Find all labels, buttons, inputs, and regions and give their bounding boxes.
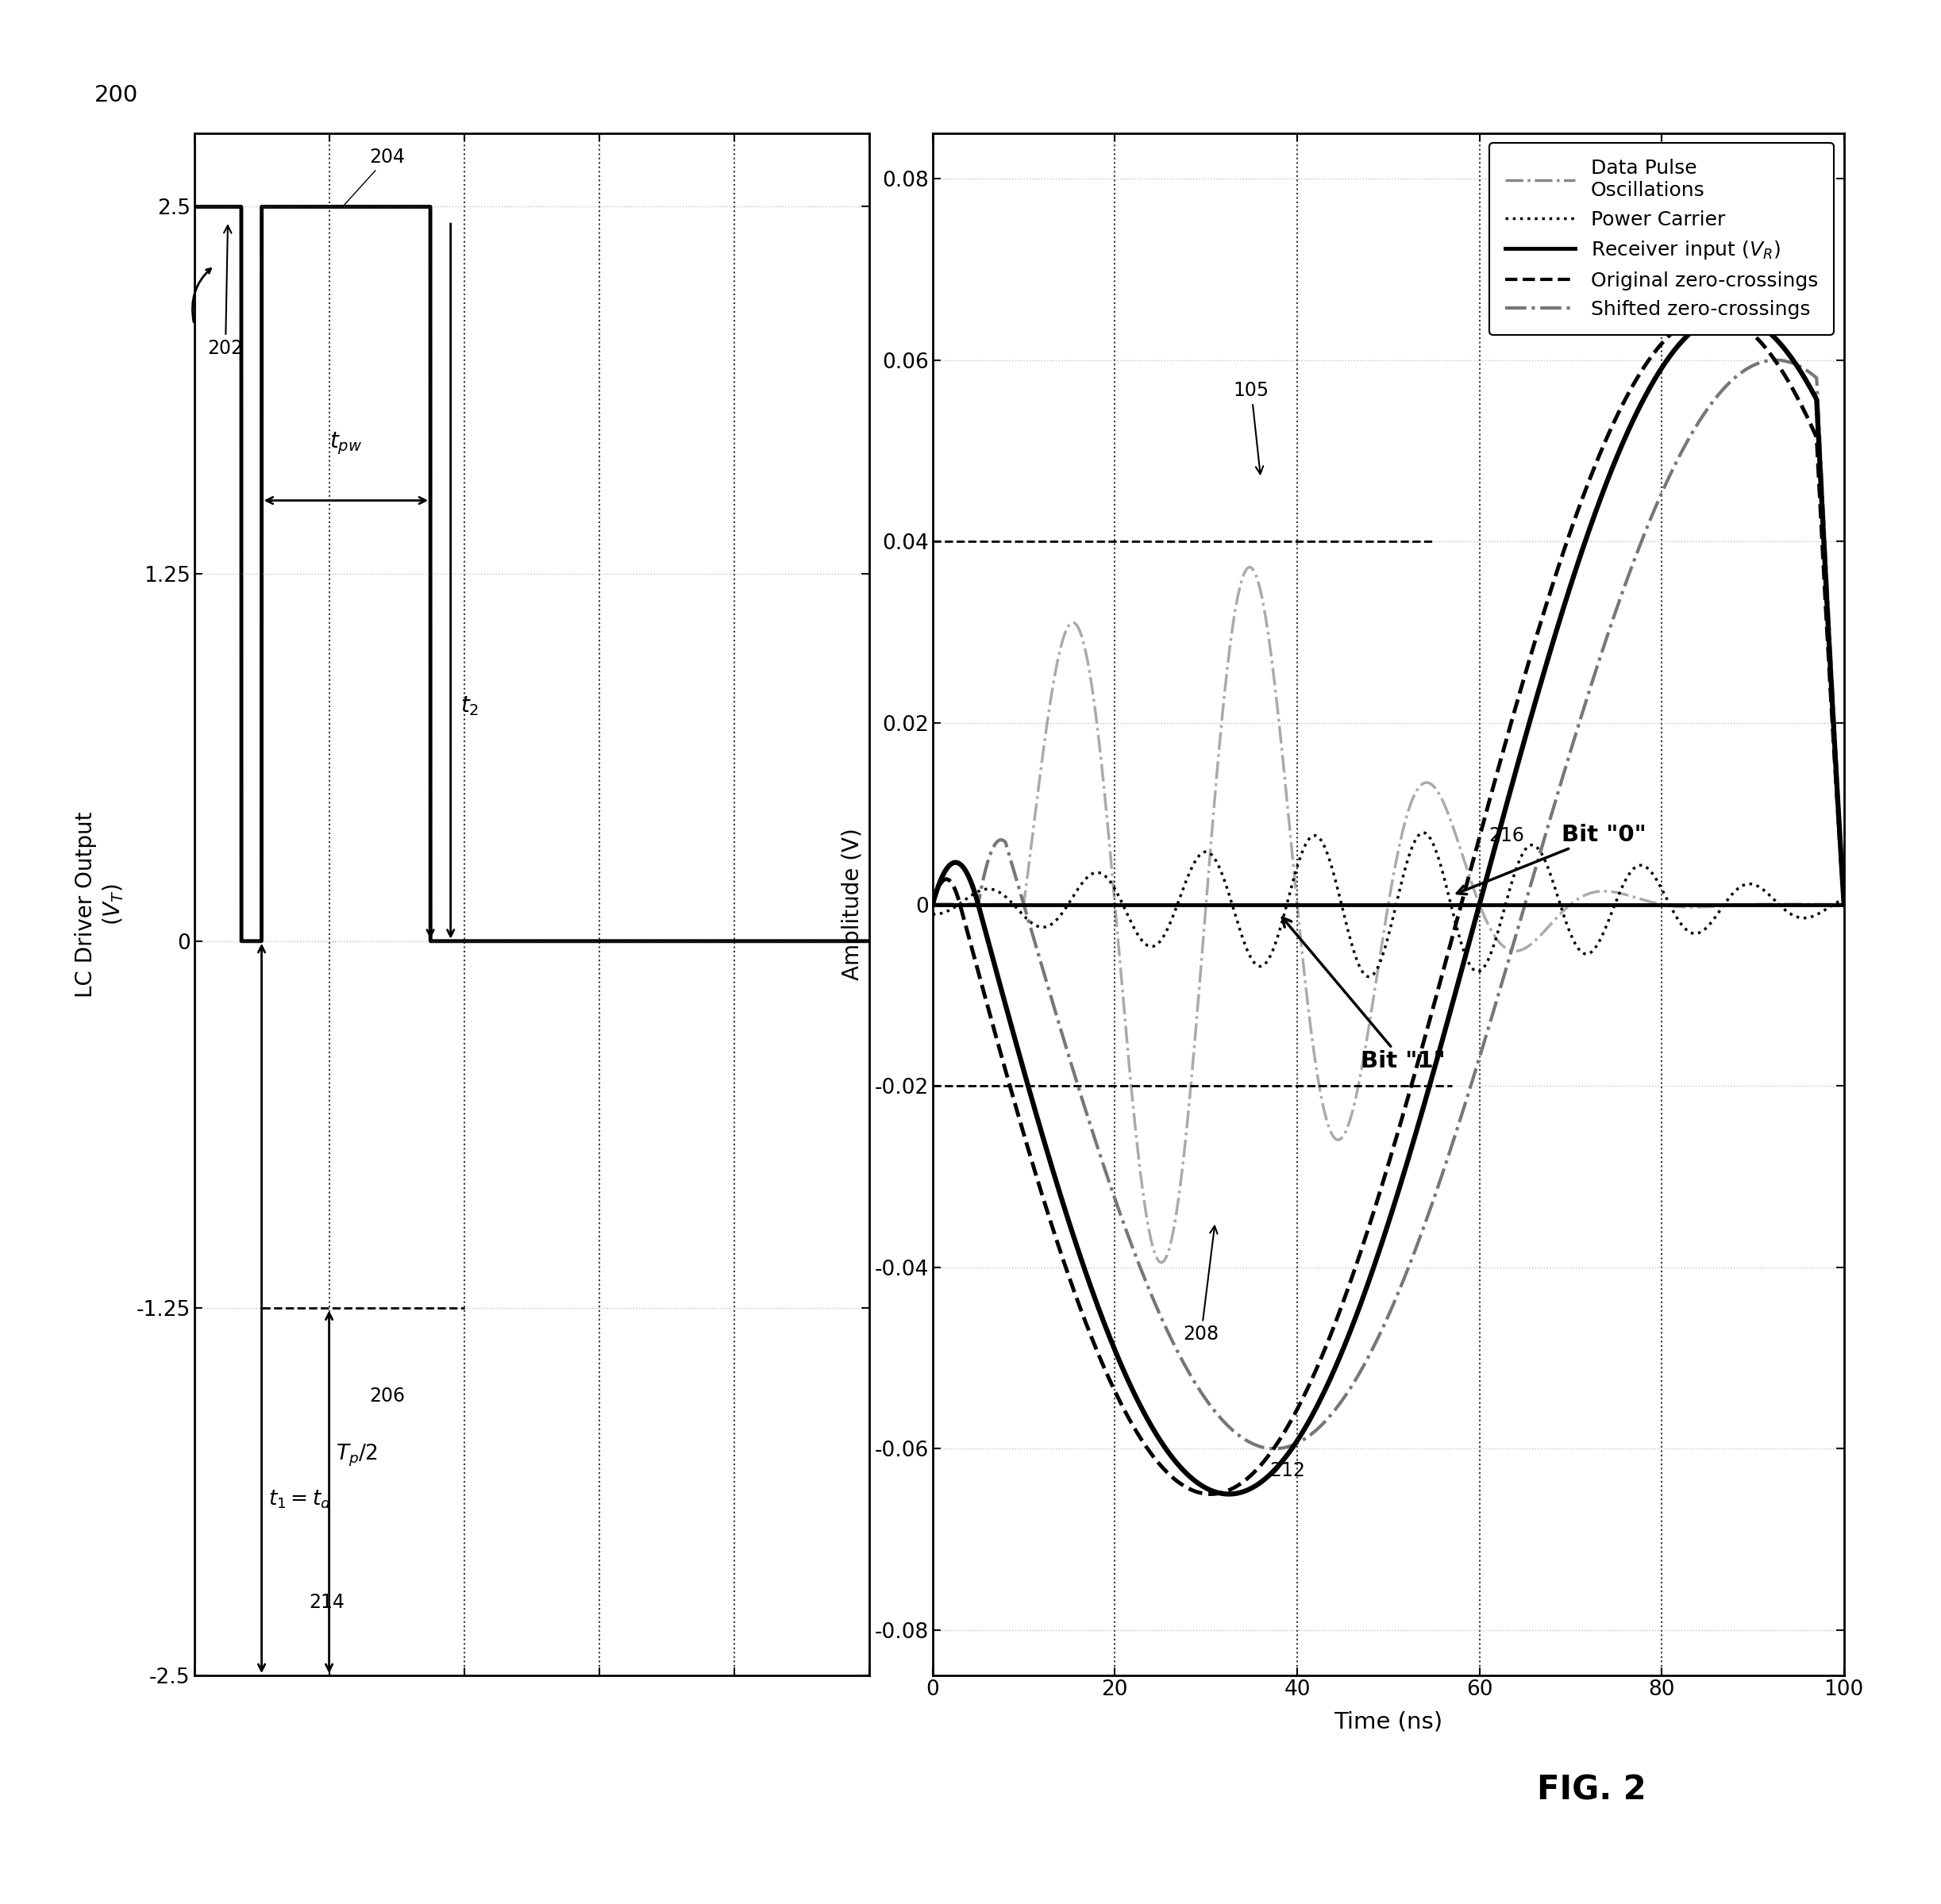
Text: 216: 216 (1489, 826, 1524, 845)
Legend: Data Pulse
Oscillations, Power Carrier, Receiver input ($V_R$), Original zero-cr: Data Pulse Oscillations, Power Carrier, … (1489, 143, 1834, 335)
Y-axis label: LC Driver Output
$(V_T)$: LC Driver Output $(V_T)$ (74, 811, 124, 998)
Y-axis label: Amplitude (V): Amplitude (V) (840, 828, 864, 981)
Text: Bit "0": Bit "0" (1458, 823, 1646, 895)
Text: FIG. 2: FIG. 2 (1537, 1773, 1646, 1807)
Text: $t_{pw}$: $t_{pw}$ (330, 430, 363, 457)
Text: $T_p/2$: $T_p/2$ (336, 1443, 378, 1468)
Text: 212: 212 (1269, 1460, 1306, 1479)
Text: 214: 214 (309, 1592, 344, 1611)
Text: 202: 202 (208, 225, 243, 358)
X-axis label: Time (ns): Time (ns) (1333, 1712, 1442, 1733)
Text: 204: 204 (344, 149, 406, 206)
Text: 206: 206 (369, 1386, 406, 1405)
Text: 200: 200 (95, 84, 138, 107)
Text: $t_2$: $t_2$ (460, 695, 479, 718)
Text: $t_1=t_d$: $t_1=t_d$ (268, 1489, 332, 1510)
Text: 208: 208 (1184, 1226, 1219, 1344)
Text: 105: 105 (1233, 381, 1269, 474)
Text: Bit "1": Bit "1" (1283, 918, 1446, 1072)
